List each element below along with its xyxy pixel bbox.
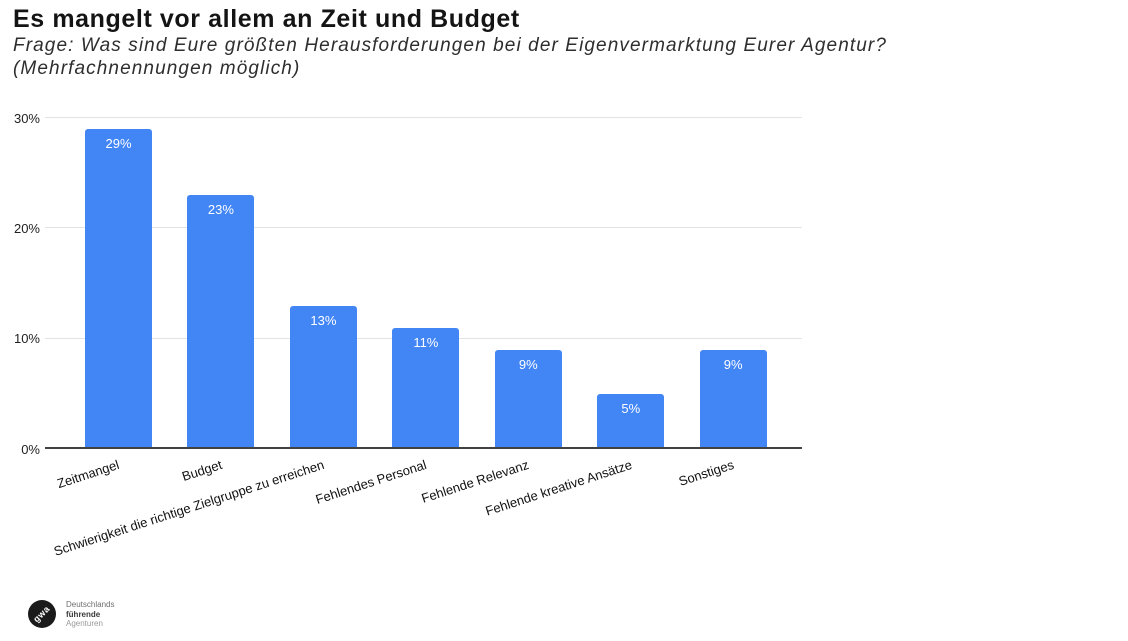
chart-header: Es mangelt vor allem an Zeit und Budget … [13,5,887,80]
bar: 23% [187,195,255,449]
bar: 5% [597,393,665,449]
bar-value-label: 9% [518,356,538,372]
bar-value-label: 9% [723,356,743,372]
bar: 9% [699,349,767,449]
y-axis-tick-label: 30% [13,110,40,126]
x-axis-line [45,447,802,449]
bar-value-label: 29% [105,136,132,152]
chart-subtitle-line-2: (Mehrfachnennungen möglich) [13,58,301,79]
bar-value-label: 11% [413,334,439,350]
x-axis-category-label: Zeitmangel [55,457,122,492]
logo-caption-line-1: Deutschlands [66,600,115,609]
y-axis-tick-label: 0% [21,441,40,457]
x-axis-category-label: Fehlendes Personal [313,457,429,508]
gwa-logo-caption: Deutschlands führende Agenturen [66,600,114,629]
gwa-logo-monogram: gwa [31,603,53,625]
x-axis-category-label: Sonstiges [676,457,736,489]
bar-value-label: 13% [310,312,337,328]
gwa-logo: gwa Deutschlands führende Agenturen [28,600,114,629]
y-axis-tick-label: 10% [13,331,40,347]
bar-value-label: 23% [207,202,234,218]
gridline [45,117,802,119]
gwa-logo-icon: gwa [28,600,56,629]
chart-subtitle-line-1: Frage: Was sind Eure größten Herausforde… [13,35,888,56]
y-axis-tick-label: 20% [13,220,40,236]
logo-caption-line-3: Agenturen [66,619,103,628]
bar-chart: 0% 10% 20% 30% 29% Zeitmangel 23% Budget 13% Schw… [0,100,1128,570]
x-axis-category-label: Budget [179,457,224,484]
bar: 11% [392,327,460,449]
logo-caption-line-2: führende [66,609,101,619]
page-title: Es mangelt vor allem an Zeit und Budget [13,5,520,33]
bar-value-label: 5% [621,400,641,416]
bar: 29% [85,129,152,449]
gridline [45,227,802,229]
bar: 9% [494,349,562,449]
bar: 13% [289,305,357,449]
plot-area: 0% 10% 20% 30% 29% Zeitmangel 23% Budget 13% Schw… [14,100,802,559]
